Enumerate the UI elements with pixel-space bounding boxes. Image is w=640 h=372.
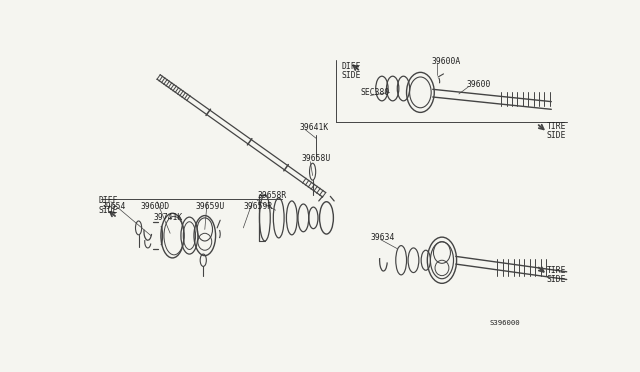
Text: DIFF
SIDE: DIFF SIDE (99, 196, 118, 215)
Text: 39600A: 39600A (432, 57, 461, 66)
Text: 39741K: 39741K (153, 212, 182, 221)
Text: 39634: 39634 (371, 232, 395, 242)
Text: TIRE
SIDE: TIRE SIDE (547, 266, 566, 284)
Text: SEC380: SEC380 (360, 88, 390, 97)
Text: 39600: 39600 (467, 80, 491, 89)
Text: 39658U: 39658U (301, 154, 330, 163)
Text: DIFF
SIDE: DIFF SIDE (342, 62, 362, 80)
Text: 39641K: 39641K (300, 123, 329, 132)
Text: 39654: 39654 (102, 202, 126, 212)
Text: 39659R: 39659R (243, 202, 273, 212)
Text: S396000: S396000 (490, 320, 520, 326)
Text: TIRE
SIDE: TIRE SIDE (547, 122, 566, 140)
Text: 39659U: 39659U (196, 202, 225, 212)
Text: 39658R: 39658R (257, 191, 287, 200)
Text: 39600D: 39600D (140, 202, 170, 212)
